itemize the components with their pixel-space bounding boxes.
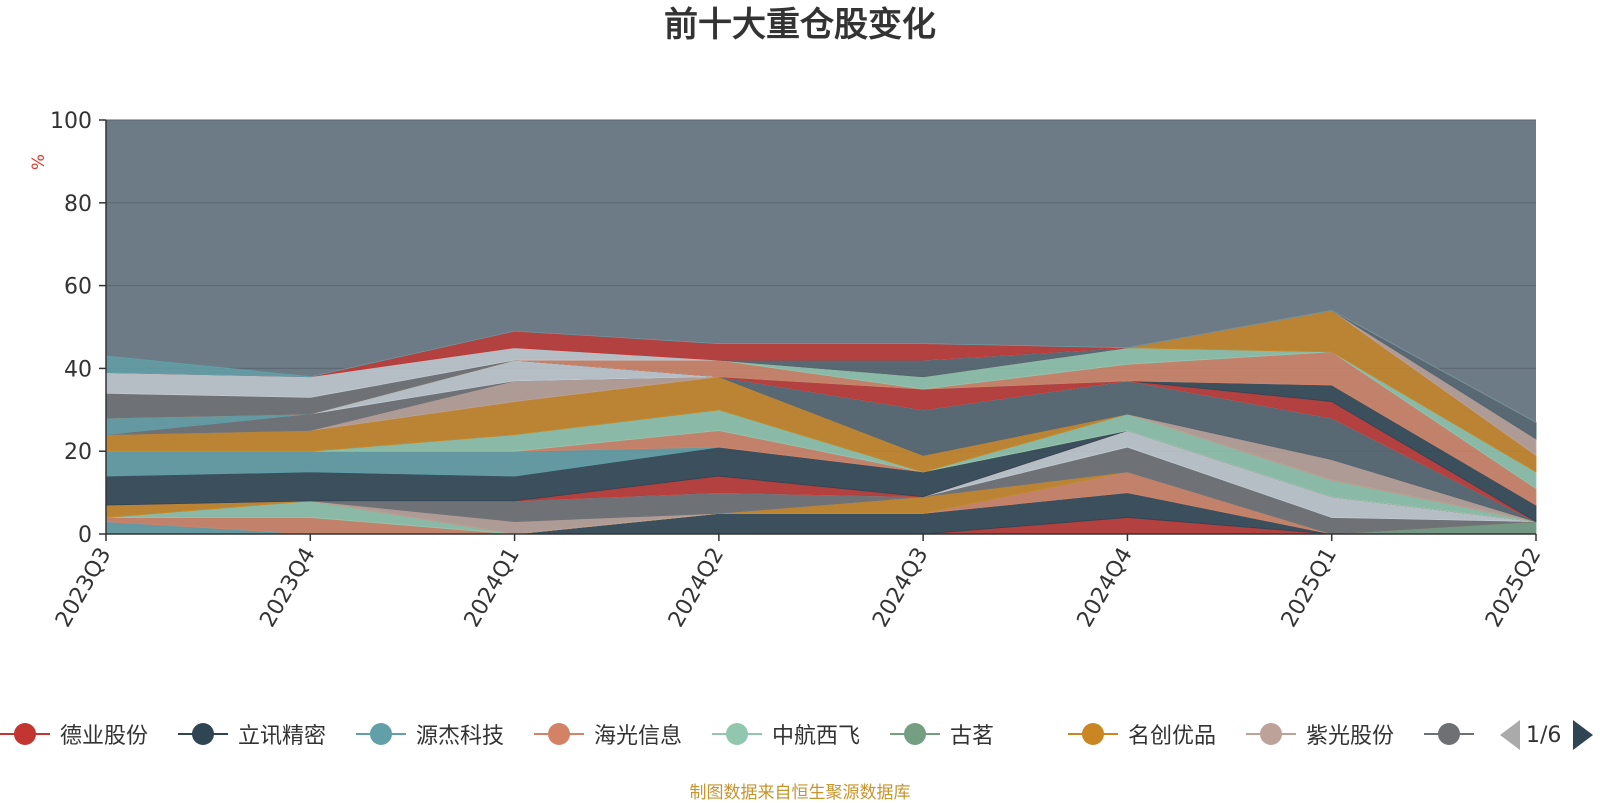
legend-next-arrow-icon[interactable]	[1573, 720, 1594, 750]
y-tick-label: 80	[64, 192, 92, 217]
legend: 德业股份 立讯精密 源杰科技 海光信息 中航西飞 古茗 名创优品 紫光股份 寒武纪	[0, 710, 1482, 758]
legend-item[interactable]: 中航西飞	[712, 718, 860, 750]
x-tick-label: 2025Q2	[1481, 544, 1546, 632]
legend-label: 立讯精密	[238, 724, 327, 749]
area-series-网易[interactable]	[105, 310, 1537, 423]
legend-marker-icon	[1424, 723, 1474, 745]
legend-item[interactable]: 紫光股份	[1246, 718, 1394, 750]
legend-pager: 1/6	[1500, 720, 1594, 750]
legend-marker-icon	[1068, 723, 1118, 745]
legend-label: 紫光股份	[1306, 724, 1395, 749]
legend-page-indicator: 1/6	[1526, 722, 1562, 748]
legend-item[interactable]: 海光信息	[534, 718, 682, 750]
y-tick-label: 20	[64, 440, 92, 465]
x-tick-label: 2024Q4	[1073, 544, 1138, 632]
legend-marker-icon	[0, 723, 50, 745]
legend-item[interactable]: 德业股份	[0, 718, 148, 750]
y-axis-label: %	[29, 154, 49, 170]
x-tick-label: 2025Q1	[1277, 544, 1342, 632]
legend-label: 源杰科技	[416, 724, 505, 749]
legend-label: 名创优品	[1128, 724, 1217, 749]
x-tick-label: 2023Q3	[51, 544, 116, 632]
legend-label: 海光信息	[594, 724, 683, 749]
legend-label: 中航西飞	[772, 724, 861, 749]
chart-area: 0 20 40 60 80 100 2023Q3 2023Q4 2024Q1 2024Q2 2024…	[29, 109, 1546, 632]
legend-marker-icon	[1246, 723, 1296, 745]
chart-title: 前十大重仓股变化	[664, 5, 936, 45]
x-tick-label: 2023Q4	[255, 544, 320, 632]
legend-item[interactable]: 寒武纪	[1424, 718, 1482, 750]
area-series	[105, 310, 1537, 535]
legend-marker-icon	[178, 723, 228, 745]
y-tick-label: 100	[50, 109, 92, 134]
x-tick-label: 2024Q1	[460, 544, 525, 632]
axes	[105, 120, 1536, 535]
legend-label: 古茗	[950, 724, 995, 749]
legend-label: 德业股份	[60, 724, 149, 749]
legend-marker-icon	[534, 723, 584, 745]
legend-item[interactable]: 源杰科技	[356, 718, 504, 750]
legend-marker-icon	[712, 723, 762, 745]
x-tick-label: 2024Q2	[664, 544, 729, 632]
source-note: 制图数据来自恒生聚源数据库	[689, 783, 911, 803]
y-tick-label: 0	[78, 523, 92, 548]
x-tick-label: 2024Q3	[868, 544, 933, 632]
y-tick-label: 60	[64, 275, 92, 300]
legend-prev-arrow-icon[interactable]	[1500, 720, 1520, 750]
legend-item[interactable]: 古茗	[890, 718, 994, 750]
y-tick-label: 40	[64, 357, 92, 382]
legend-marker-icon	[356, 723, 406, 745]
legend-marker-icon	[890, 723, 940, 745]
legend-item[interactable]: 立讯精密	[178, 718, 326, 750]
legend-item[interactable]: 名创优品	[1068, 718, 1216, 750]
